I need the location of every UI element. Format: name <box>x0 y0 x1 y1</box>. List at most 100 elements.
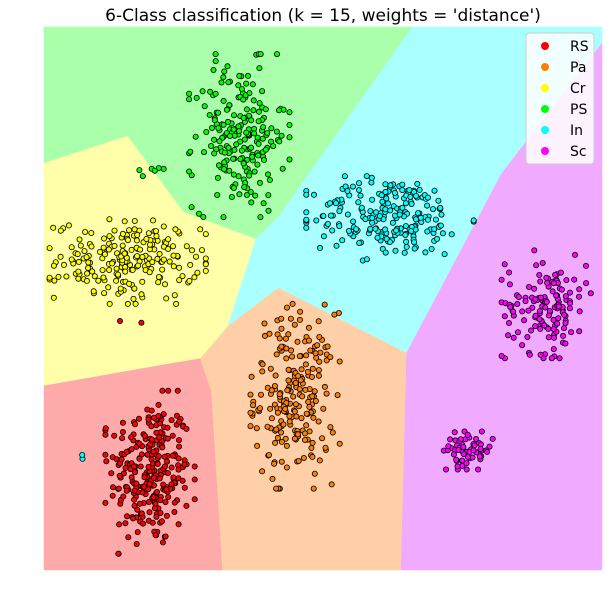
point-rs <box>135 415 142 422</box>
legend-label-in: In <box>570 123 583 139</box>
point-sc <box>550 346 557 353</box>
point-ps <box>270 143 277 150</box>
point-ps <box>244 72 251 79</box>
point-rs <box>130 515 137 522</box>
point-cr <box>106 266 113 273</box>
point-pa <box>296 353 303 360</box>
point-ps <box>186 168 193 175</box>
point-ps <box>210 136 217 143</box>
point-rs <box>139 520 146 527</box>
point-rs <box>181 484 188 491</box>
point-cr <box>100 244 107 251</box>
point-cr <box>176 264 183 271</box>
point-pa <box>289 300 296 307</box>
point-pa <box>278 438 285 445</box>
point-sc <box>442 466 449 473</box>
point-rs <box>168 464 175 471</box>
point-ps <box>235 82 242 89</box>
point-rs <box>153 488 160 495</box>
legend-marker-ps <box>541 105 549 113</box>
point-cr <box>97 248 104 255</box>
point-ps <box>275 107 282 114</box>
point-cr <box>121 250 128 257</box>
point-cr <box>46 274 53 281</box>
point-pa <box>311 470 318 477</box>
point-cr <box>186 277 193 284</box>
point-rs <box>119 428 126 435</box>
legend-item-ps: PS <box>541 102 587 118</box>
point-in <box>396 211 403 218</box>
point-rs <box>170 474 177 481</box>
point-in <box>303 224 310 231</box>
point-in <box>382 249 389 256</box>
point-pa <box>273 485 280 492</box>
point-cr <box>160 223 167 230</box>
point-ps <box>259 88 266 95</box>
point-sc <box>562 293 569 300</box>
point-pa <box>287 315 294 322</box>
point-sc <box>489 435 496 442</box>
point-rs <box>137 463 144 470</box>
point-sc <box>576 286 583 293</box>
point-ps <box>203 128 210 135</box>
point-sc <box>510 334 517 341</box>
point-cr <box>188 247 195 254</box>
point-pa <box>334 392 341 399</box>
point-pa <box>297 308 304 315</box>
legend-marker-cr <box>541 84 549 92</box>
point-pa <box>303 410 310 417</box>
point-pa <box>294 338 301 345</box>
point-in <box>402 200 409 207</box>
point-ps <box>240 96 247 103</box>
point-sc <box>515 294 522 301</box>
point-in <box>382 188 389 195</box>
point-rs <box>164 435 171 442</box>
point-sc <box>563 277 570 284</box>
point-in <box>372 225 379 232</box>
point-ps <box>188 204 195 211</box>
point-ps <box>218 79 225 86</box>
point-in <box>350 218 357 225</box>
point-ps <box>220 74 227 81</box>
point-ps <box>236 191 243 198</box>
point-ps <box>240 160 247 167</box>
point-in <box>403 238 410 245</box>
point-rs <box>148 407 155 414</box>
point-cr <box>126 227 133 234</box>
point-sc <box>545 312 552 319</box>
point-ps <box>200 149 207 156</box>
point-ps <box>255 152 262 159</box>
legend-label-pa: Pa <box>570 60 586 76</box>
point-sc <box>548 355 555 362</box>
point-cr <box>105 284 112 291</box>
point-ps <box>200 213 207 220</box>
point-sc <box>561 325 568 332</box>
point-pa <box>322 444 329 451</box>
point-cr <box>106 216 113 223</box>
point-cr <box>75 258 82 265</box>
point-ps <box>212 51 219 58</box>
point-sc <box>537 351 544 358</box>
point-rs <box>131 502 138 509</box>
point-cr <box>202 231 209 238</box>
point-sc <box>529 304 536 311</box>
point-pa <box>290 393 297 400</box>
point-in <box>439 230 446 237</box>
point-pa <box>248 373 255 380</box>
point-in <box>433 235 440 242</box>
point-ps <box>226 167 233 174</box>
point-cr <box>166 258 173 265</box>
point-rs <box>169 432 176 439</box>
point-in <box>411 245 418 252</box>
point-ps <box>212 58 219 65</box>
point-cr <box>138 291 145 298</box>
point-in <box>399 204 406 211</box>
point-in <box>344 188 351 195</box>
point-in <box>448 231 455 238</box>
point-cr <box>90 288 97 295</box>
point-pa <box>271 460 278 467</box>
point-ps <box>243 191 250 198</box>
point-pa <box>299 393 306 400</box>
point-in <box>355 186 362 193</box>
point-sc <box>537 278 544 285</box>
